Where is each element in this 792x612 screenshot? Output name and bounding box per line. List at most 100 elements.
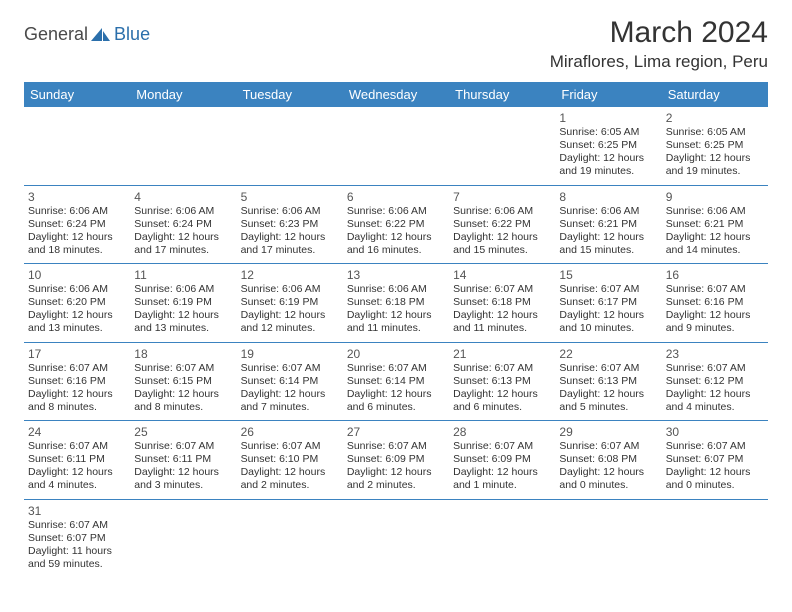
month-title: March 2024 (550, 16, 768, 50)
logo-text-blue: Blue (114, 24, 150, 45)
sunset-line: Sunset: 6:19 PM (241, 296, 339, 309)
calendar-day-cell: 13Sunrise: 6:06 AMSunset: 6:18 PMDayligh… (343, 264, 449, 343)
sunrise-line: Sunrise: 6:06 AM (134, 205, 232, 218)
sunrise-line: Sunrise: 6:05 AM (666, 126, 764, 139)
calendar-day-cell (662, 499, 768, 577)
daylight-line: Daylight: 11 hours (28, 545, 126, 558)
daylight-line: Daylight: 12 hours (134, 388, 232, 401)
sunset-line: Sunset: 6:21 PM (559, 218, 657, 231)
sunrise-line: Sunrise: 6:07 AM (347, 440, 445, 453)
sunrise-line: Sunrise: 6:06 AM (453, 205, 551, 218)
daylight-line: Daylight: 12 hours (453, 388, 551, 401)
sunrise-line: Sunrise: 6:07 AM (559, 283, 657, 296)
sunrise-line: Sunrise: 6:07 AM (347, 362, 445, 375)
logo: General Blue (24, 24, 150, 45)
sunrise-line: Sunrise: 6:07 AM (134, 440, 232, 453)
daylight-line: and 13 minutes. (28, 322, 126, 335)
daylight-line: and 4 minutes. (28, 479, 126, 492)
daylight-line: and 17 minutes. (241, 244, 339, 257)
calendar-day-cell: 19Sunrise: 6:07 AMSunset: 6:14 PMDayligh… (237, 342, 343, 421)
daylight-line: and 9 minutes. (666, 322, 764, 335)
daylight-line: and 12 minutes. (241, 322, 339, 335)
day-number: 14 (453, 268, 551, 282)
calendar-day-cell: 25Sunrise: 6:07 AMSunset: 6:11 PMDayligh… (130, 421, 236, 500)
sunrise-line: Sunrise: 6:06 AM (28, 205, 126, 218)
sunset-line: Sunset: 6:24 PM (28, 218, 126, 231)
daylight-line: and 15 minutes. (559, 244, 657, 257)
daylight-line: and 19 minutes. (559, 165, 657, 178)
calendar-day-cell: 24Sunrise: 6:07 AMSunset: 6:11 PMDayligh… (24, 421, 130, 500)
calendar-day-cell (343, 107, 449, 185)
daylight-line: Daylight: 12 hours (666, 152, 764, 165)
sunrise-line: Sunrise: 6:06 AM (28, 283, 126, 296)
daylight-line: and 14 minutes. (666, 244, 764, 257)
day-number: 8 (559, 190, 657, 204)
calendar-day-cell: 5Sunrise: 6:06 AMSunset: 6:23 PMDaylight… (237, 185, 343, 264)
sunset-line: Sunset: 6:20 PM (28, 296, 126, 309)
daylight-line: Daylight: 12 hours (28, 466, 126, 479)
sunset-line: Sunset: 6:22 PM (347, 218, 445, 231)
calendar-day-cell: 22Sunrise: 6:07 AMSunset: 6:13 PMDayligh… (555, 342, 661, 421)
sunrise-line: Sunrise: 6:07 AM (453, 283, 551, 296)
daylight-line: Daylight: 12 hours (559, 466, 657, 479)
sunrise-line: Sunrise: 6:05 AM (559, 126, 657, 139)
daylight-line: Daylight: 12 hours (559, 388, 657, 401)
daylight-line: Daylight: 12 hours (241, 309, 339, 322)
calendar-day-cell: 27Sunrise: 6:07 AMSunset: 6:09 PMDayligh… (343, 421, 449, 500)
day-number: 1 (559, 111, 657, 125)
daylight-line: Daylight: 12 hours (666, 466, 764, 479)
sunset-line: Sunset: 6:19 PM (134, 296, 232, 309)
calendar-day-cell: 29Sunrise: 6:07 AMSunset: 6:08 PMDayligh… (555, 421, 661, 500)
daylight-line: Daylight: 12 hours (559, 152, 657, 165)
sunrise-line: Sunrise: 6:06 AM (241, 283, 339, 296)
sunset-line: Sunset: 6:10 PM (241, 453, 339, 466)
daylight-line: Daylight: 12 hours (241, 231, 339, 244)
sunset-line: Sunset: 6:16 PM (666, 296, 764, 309)
day-number: 24 (28, 425, 126, 439)
sunset-line: Sunset: 6:09 PM (453, 453, 551, 466)
sunrise-line: Sunrise: 6:07 AM (559, 440, 657, 453)
weekday-header: Thursday (449, 82, 555, 107)
calendar-day-cell (130, 107, 236, 185)
sunrise-line: Sunrise: 6:07 AM (666, 440, 764, 453)
day-number: 9 (666, 190, 764, 204)
calendar-day-cell: 18Sunrise: 6:07 AMSunset: 6:15 PMDayligh… (130, 342, 236, 421)
sunset-line: Sunset: 6:18 PM (347, 296, 445, 309)
sunrise-line: Sunrise: 6:07 AM (453, 440, 551, 453)
daylight-line: Daylight: 12 hours (241, 388, 339, 401)
calendar-day-cell (555, 499, 661, 577)
daylight-line: and 6 minutes. (347, 401, 445, 414)
day-number: 16 (666, 268, 764, 282)
sunrise-line: Sunrise: 6:06 AM (666, 205, 764, 218)
calendar-day-cell (24, 107, 130, 185)
sunset-line: Sunset: 6:24 PM (134, 218, 232, 231)
sunset-line: Sunset: 6:14 PM (347, 375, 445, 388)
daylight-line: and 7 minutes. (241, 401, 339, 414)
sunrise-line: Sunrise: 6:07 AM (28, 362, 126, 375)
daylight-line: Daylight: 12 hours (666, 309, 764, 322)
day-number: 25 (134, 425, 232, 439)
day-number: 23 (666, 347, 764, 361)
sunrise-line: Sunrise: 6:06 AM (241, 205, 339, 218)
day-number: 15 (559, 268, 657, 282)
sunset-line: Sunset: 6:25 PM (559, 139, 657, 152)
day-number: 7 (453, 190, 551, 204)
calendar-day-cell: 9Sunrise: 6:06 AMSunset: 6:21 PMDaylight… (662, 185, 768, 264)
day-number: 5 (241, 190, 339, 204)
logo-text-general: General (24, 24, 88, 45)
calendar-week-row: 31Sunrise: 6:07 AMSunset: 6:07 PMDayligh… (24, 499, 768, 577)
day-number: 26 (241, 425, 339, 439)
daylight-line: and 0 minutes. (666, 479, 764, 492)
daylight-line: and 8 minutes. (28, 401, 126, 414)
daylight-line: and 17 minutes. (134, 244, 232, 257)
calendar-day-cell: 6Sunrise: 6:06 AMSunset: 6:22 PMDaylight… (343, 185, 449, 264)
day-number: 27 (347, 425, 445, 439)
sunset-line: Sunset: 6:07 PM (28, 532, 126, 545)
daylight-line: Daylight: 12 hours (559, 309, 657, 322)
sunset-line: Sunset: 6:21 PM (666, 218, 764, 231)
sunrise-line: Sunrise: 6:07 AM (666, 362, 764, 375)
daylight-line: and 0 minutes. (559, 479, 657, 492)
weekday-header: Saturday (662, 82, 768, 107)
sunset-line: Sunset: 6:15 PM (134, 375, 232, 388)
day-number: 3 (28, 190, 126, 204)
